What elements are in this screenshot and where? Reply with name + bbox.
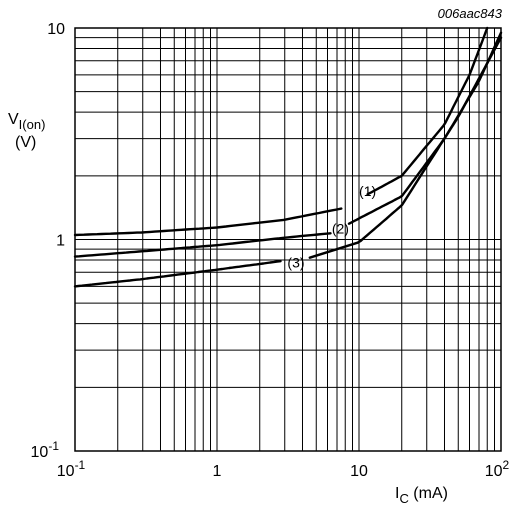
x-axis-symbol: I: [395, 485, 399, 502]
series-3: (3): [73, 36, 503, 288]
x-tick-label: 10-1: [57, 458, 86, 480]
y-axis-title: VI(on) (V): [8, 111, 45, 151]
series-line: [308, 36, 503, 259]
series-line: [366, 26, 489, 196]
x-tick-label: 1: [213, 463, 222, 480]
x-axis-unit: (mA): [409, 485, 448, 502]
curves: (1) (2) (3): [73, 26, 503, 288]
series-label: (3): [287, 254, 304, 270]
y-axis-subscript: I(on): [19, 117, 46, 132]
grid: [75, 28, 501, 451]
series-label: (1): [359, 183, 376, 199]
figure-id: 006aac843: [438, 6, 503, 21]
x-axis-label: IC (mA): [395, 485, 448, 506]
y-axis-label: VI(on): [8, 111, 45, 132]
series-2: (2): [73, 31, 503, 258]
tick-labels: 10-1 1 10 102 10-1 1 10: [31, 21, 510, 480]
series-label: (2): [332, 220, 349, 236]
x-tick-label: 102: [485, 458, 510, 480]
y-axis-symbol: V: [8, 111, 19, 128]
y-tick-label: 10: [47, 21, 65, 38]
series-1: (1): [73, 26, 489, 237]
y-axis-unit: (V): [15, 134, 36, 151]
y-tick-label: 1: [56, 233, 65, 250]
series-line: [73, 207, 343, 237]
y-tick-label: 10-1: [31, 439, 60, 461]
series-line: [73, 260, 282, 288]
plot-frame: [74, 27, 502, 452]
x-axis-title: IC (mA): [395, 485, 448, 506]
series-line: [73, 232, 332, 258]
x-tick-label: 10: [350, 463, 368, 480]
x-axis-subscript: C: [399, 491, 408, 506]
